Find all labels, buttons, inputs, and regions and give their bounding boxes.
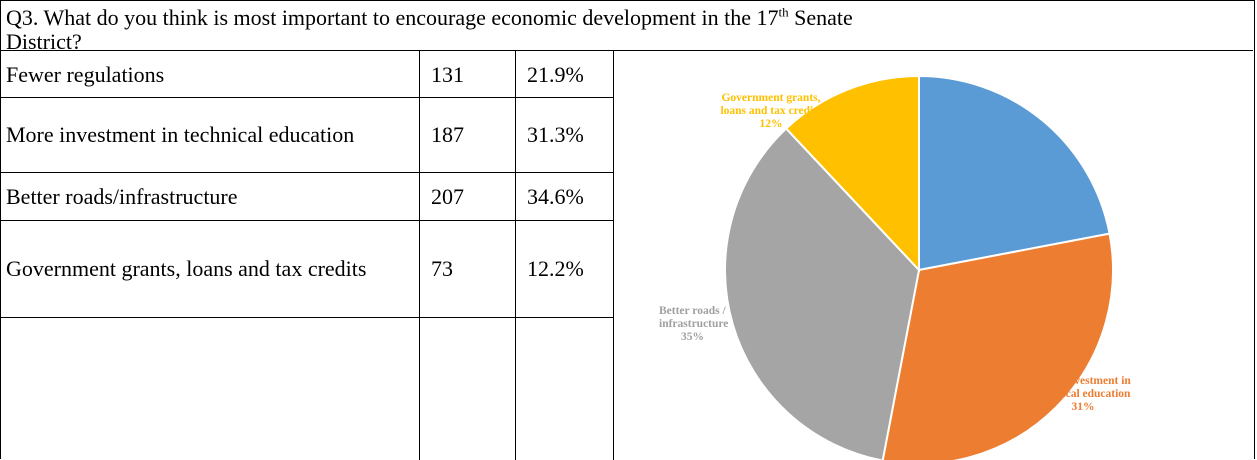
slice-technical-education xyxy=(881,232,1114,460)
label-roads-infrastructure: Better roads / infrastructure 35% xyxy=(659,305,728,343)
table-row-count: 73 xyxy=(431,256,453,281)
table-row-percent: 34.6% xyxy=(527,183,584,209)
table-row-count: 131 xyxy=(431,61,464,87)
table-row-percent: 12.2% xyxy=(527,256,584,281)
column-divider xyxy=(613,51,614,460)
question-text: Q3. What do you think is most important … xyxy=(1,1,1253,54)
table-row-count: 187 xyxy=(431,122,464,147)
row-divider xyxy=(1,317,613,318)
table-row-label: More investment in technical education xyxy=(6,122,355,147)
table-row-label: Government grants, loans and tax credits xyxy=(6,256,367,281)
row-divider xyxy=(1,172,613,173)
table-row-count: 207 xyxy=(431,183,464,209)
column-divider xyxy=(419,51,420,460)
slice-grants-loans xyxy=(784,74,920,273)
table-row-label: Fewer regulations xyxy=(6,61,165,87)
table-row-label: Better roads/infrastructure xyxy=(6,183,238,209)
table-row-percent: 21.9% xyxy=(527,61,584,87)
label-technical-education: More investment in technical education 31% xyxy=(1035,375,1131,413)
slice-fewer-regulations xyxy=(918,74,1111,272)
pie-chart: Fewer regulations 22% More investment in tec… xyxy=(659,74,1131,460)
slice-roads-infrastructure xyxy=(724,127,921,460)
label-grants-loans: Government grants, loans and tax credits 1… xyxy=(720,92,822,130)
label-fewer-regulations: Fewer regulations 22% xyxy=(974,104,1029,142)
table-row-percent: 31.3% xyxy=(527,122,584,147)
row-divider xyxy=(1,220,613,221)
row-divider xyxy=(1,97,613,98)
column-divider xyxy=(515,51,516,460)
